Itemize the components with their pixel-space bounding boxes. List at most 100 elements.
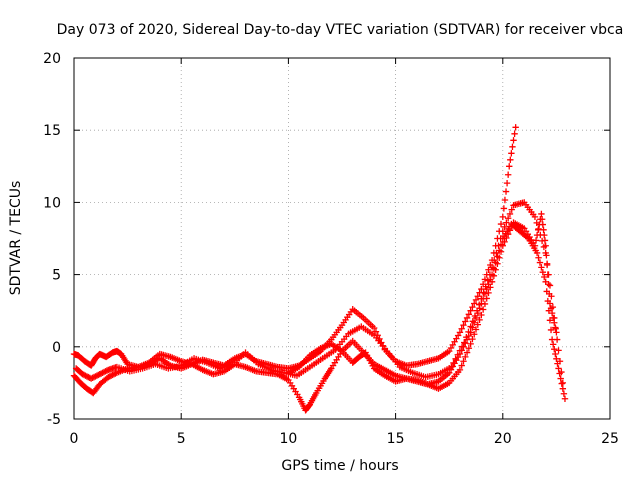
data-point [469, 318, 476, 325]
data-point [503, 179, 511, 187]
data-point [478, 311, 485, 319]
data-point [499, 213, 506, 221]
series-track-a [70, 124, 519, 372]
data-point [543, 252, 550, 259]
data-point [501, 223, 508, 231]
data-point [559, 379, 567, 387]
data-point [478, 295, 485, 302]
series-track-c [72, 199, 567, 387]
data-point [472, 326, 480, 333]
data-point [551, 319, 558, 326]
data-point [551, 346, 558, 353]
data-point [555, 347, 562, 354]
data-point [463, 349, 471, 356]
data-point [90, 373, 98, 381]
data-point [559, 385, 567, 392]
chart-title: Day 073 of 2020, Sidereal Day-to-day VTE… [57, 22, 624, 38]
data-point [504, 171, 512, 178]
data-point [546, 290, 553, 298]
data-point [456, 329, 464, 336]
x-tick-label: 10 [279, 431, 297, 447]
y-tick-label: -5 [47, 412, 61, 428]
data-point [482, 283, 489, 290]
data-point [372, 328, 380, 335]
data-point [471, 331, 478, 338]
data-point [535, 254, 542, 261]
axis-ticks: 0 5 10 15 20 25 -5 0 5 10 15 20 [43, 51, 619, 447]
data-point [494, 260, 501, 267]
data-point [499, 228, 506, 235]
data-point [100, 368, 108, 376]
data-point [533, 231, 541, 239]
data-point [483, 295, 490, 302]
data-point [102, 368, 109, 375]
data-point [99, 369, 106, 376]
data-point [456, 347, 464, 354]
data-point [547, 305, 555, 312]
data-point [534, 226, 542, 234]
data-point [539, 268, 547, 276]
data-point [452, 355, 459, 363]
data-point [485, 266, 492, 273]
y-tick-label: 0 [52, 340, 61, 356]
y-tick-label: 20 [43, 51, 61, 67]
x-tick-label: 0 [70, 431, 79, 447]
data-point [476, 316, 483, 324]
data-point [508, 150, 515, 157]
data-point [92, 373, 99, 380]
data-point [553, 355, 560, 363]
x-tick-label: 20 [494, 431, 512, 447]
data-point [500, 205, 508, 212]
data-point [112, 370, 119, 377]
data-point [467, 323, 474, 330]
data-point [370, 324, 378, 332]
data-point [473, 307, 481, 314]
data-point [471, 312, 479, 320]
data-point [106, 373, 113, 380]
data-point [547, 326, 555, 334]
data-point [79, 371, 86, 378]
data-point [501, 238, 508, 246]
data-point [538, 210, 545, 218]
data-point [540, 226, 547, 234]
data-point [511, 130, 518, 138]
data-point [103, 367, 111, 374]
data-point [539, 221, 547, 228]
data-point [510, 137, 517, 144]
y-tick-label: 10 [43, 195, 61, 211]
y-axis-label: SDTVAR / TECUs [8, 181, 24, 296]
data-point [556, 358, 564, 365]
x-axis-label: GPS time / hours [281, 458, 398, 474]
data-point [503, 219, 510, 226]
data-point [485, 289, 492, 297]
data-point [508, 223, 515, 230]
data-point [89, 374, 96, 382]
data-point [508, 206, 515, 213]
data-point [465, 328, 472, 336]
y-tick-label: 15 [43, 123, 61, 139]
data-point [109, 371, 116, 379]
data-point [497, 235, 504, 242]
data-point [503, 234, 510, 242]
plot-frame [73, 57, 611, 420]
data-point [541, 237, 549, 244]
data-point [481, 276, 489, 283]
data-point [512, 124, 519, 131]
data-point [471, 319, 478, 326]
data-point [463, 314, 471, 322]
data-point [504, 215, 512, 222]
data-point [532, 237, 540, 244]
data-point [80, 371, 88, 379]
data-point [474, 321, 481, 328]
data-point [558, 380, 565, 387]
data-point [93, 372, 101, 379]
data-point [544, 271, 552, 278]
data-point [469, 335, 476, 343]
data-point [506, 227, 514, 234]
data-point [450, 359, 457, 367]
data-point [105, 373, 112, 381]
data-point [560, 390, 568, 397]
data-point [504, 230, 512, 238]
data-point [456, 366, 464, 374]
